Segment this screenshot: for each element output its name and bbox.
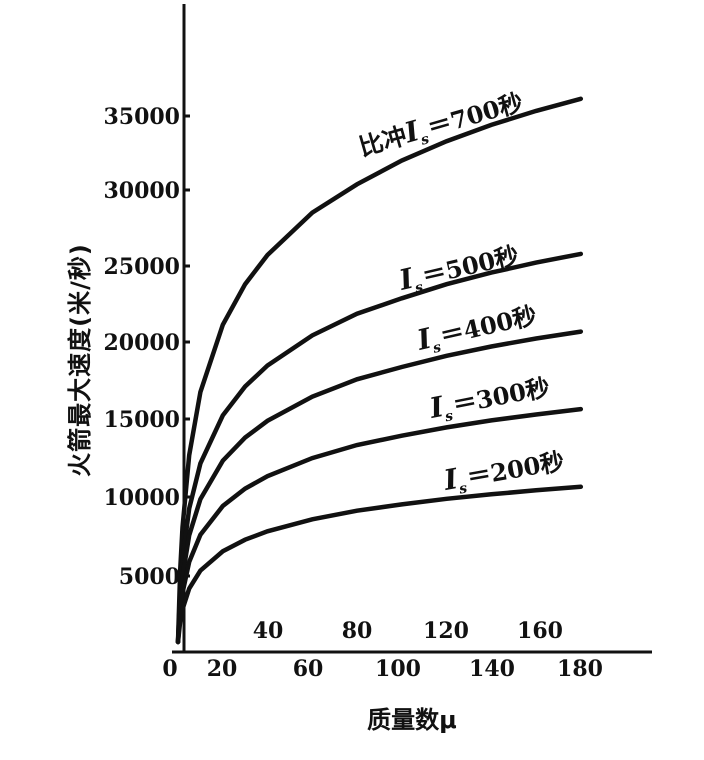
series-label-value: ＝700秒 [424,87,526,142]
series-label-symbol: I [441,462,462,497]
series-curve [175,96,584,645]
series-label-value: ＝500秒 [419,240,521,290]
x-tick-label: 180 [557,656,603,682]
series-label: 比冲Is＝700秒 [355,84,527,165]
series-label-symbol: I [413,322,435,358]
series-curve [175,484,584,645]
y-tick-label: 15000 [103,407,180,433]
y-tick-label: 10000 [103,485,180,511]
x-tick-labels-bottom: 0 20 60 100 140 180 [162,656,603,682]
y-tick-label: 5000 [119,564,180,590]
x-tick-label: 60 [293,656,324,682]
series-curve [175,329,584,645]
y-tick-label: 25000 [103,254,180,280]
series-label-subscript: s [431,339,442,356]
series-label-symbol: I [426,390,447,425]
x-tick-label-top: 160 [517,618,563,644]
series-curve [175,251,584,645]
series-label-subscript: s [444,408,455,425]
series-label-subscript: s [458,480,469,497]
y-axis-label: 火箭最大速度(米/秒) [66,243,94,477]
x-tick-label-top: 40 [253,618,284,644]
x-tick-label: 140 [469,656,515,682]
y-tick-labels: 5000 10000 15000 20000 25000 30000 35000 [103,104,190,590]
series-label: Is＝500秒 [395,237,522,300]
x-tick-labels-top: 40 80 120 160 [253,618,563,644]
series-label-value: ＝200秒 [465,446,567,492]
x-tick-label: 100 [375,656,421,682]
x-tick-label: 20 [207,656,238,682]
series-label-subscript: s [413,279,424,296]
series-label-symbol: I [395,262,417,298]
x-tick-label-top: 80 [342,618,373,644]
x-tick-label: 0 [162,656,177,682]
series-curve [175,406,584,645]
series-label-value: ＝400秒 [437,300,539,350]
y-tick-label: 30000 [103,178,180,204]
y-tick-label: 20000 [103,330,180,356]
x-tick-label-top: 120 [423,618,469,644]
y-tick-label: 35000 [103,104,180,130]
x-axis-label: 质量数μ [367,706,457,734]
series-label-prefix: 比冲 [356,122,410,162]
series-curves [175,96,584,645]
